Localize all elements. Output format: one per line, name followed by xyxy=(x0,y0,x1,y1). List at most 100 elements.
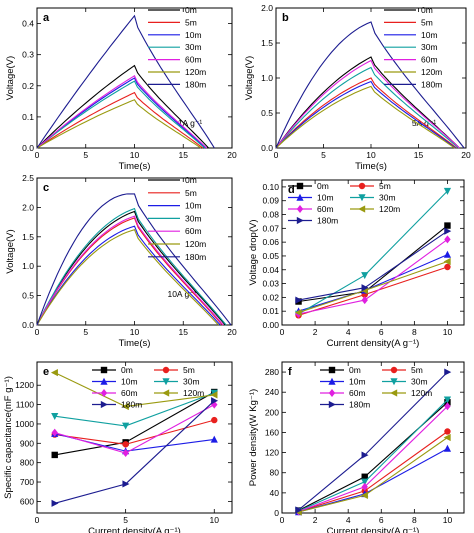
x-tick-label: 2 xyxy=(313,515,318,525)
legend-label-0m: 0m xyxy=(421,5,433,15)
legend-label-180m: 180m xyxy=(121,400,142,410)
legend-label-60m: 60m xyxy=(317,204,334,214)
chart-panel-c: 0 5 10 15 20 0.0 0.5 1.0 1.5 2.0 2.5 Time(s) Voltage… xyxy=(5,173,237,349)
legend-label-120m: 120m xyxy=(185,67,206,77)
x-tick-label: 15 xyxy=(179,150,189,160)
legend: 0m 5m 10m 30m 60m 120m 180m xyxy=(148,5,206,89)
series-line-5m xyxy=(298,266,448,316)
legend-label-180m: 180m xyxy=(421,79,442,89)
legend-label-120m: 120m xyxy=(411,388,432,398)
legend-label-10m: 10m xyxy=(421,30,438,40)
legend-marker-60m xyxy=(328,389,336,397)
y-tick-label: 2.0 xyxy=(261,3,273,13)
x-tick-label: 2 xyxy=(313,327,318,337)
legend-label-60m: 60m xyxy=(349,388,366,398)
data-point-180m xyxy=(361,284,369,292)
series-line-60m xyxy=(275,59,460,149)
x-tick-label: 20 xyxy=(227,150,237,160)
current-density-annotation: 10A g⁻¹ xyxy=(167,289,196,299)
y-axis-title: Voltage drop(V) xyxy=(248,219,259,285)
x-tick-label: 0 xyxy=(274,150,279,160)
series-60m xyxy=(275,59,460,149)
series-30m xyxy=(36,207,227,326)
y-tick-label: 1100 xyxy=(16,400,35,410)
legend-label-180m: 180m xyxy=(185,79,206,89)
legend-label-30m: 30m xyxy=(421,42,438,52)
series-line-60m xyxy=(36,75,207,149)
legend-label-0m: 0m xyxy=(121,365,133,375)
legend-label-120m: 120m xyxy=(185,239,206,249)
x-tick-label: 4 xyxy=(346,515,351,525)
series-line-180m xyxy=(54,400,215,504)
x-tick-label: 0 xyxy=(35,515,40,525)
x-tick-label: 0 xyxy=(35,327,40,337)
y-tick-label: 0.05 xyxy=(262,251,279,261)
x-tick-label: 5 xyxy=(83,327,88,337)
data-point-30m xyxy=(443,396,452,404)
x-tick-label: 6 xyxy=(379,515,384,525)
chart-panel-b: 0 5 10 15 20 0.0 0.5 1.0 1.5 2.0 Time(s) Voltage(V)… xyxy=(244,3,471,172)
series-line-60m xyxy=(36,215,224,326)
x-tick-label: 0 xyxy=(35,150,40,160)
y-tick-label: 2.0 xyxy=(22,202,34,212)
series-line-30m xyxy=(275,66,459,149)
x-tick-label: 0 xyxy=(280,515,285,525)
x-tick-label: 10 xyxy=(210,515,220,525)
data-point-180m xyxy=(295,296,303,304)
y-tick-label: 0.09 xyxy=(262,196,279,206)
x-tick-label: 15 xyxy=(414,150,424,160)
y-tick-label: 0.3 xyxy=(22,50,34,60)
y-tick-label: 0.5 xyxy=(261,108,273,118)
series-line-30m xyxy=(36,207,227,326)
series-180m xyxy=(51,397,219,507)
legend-label-5m: 5m xyxy=(185,188,197,198)
data-point-180m xyxy=(295,506,303,514)
series-0m xyxy=(36,64,210,149)
y-tick-label: 1.0 xyxy=(22,261,34,271)
legend-label-120m: 120m xyxy=(379,204,400,214)
legend-marker-5m xyxy=(358,182,366,190)
panel-letter: f xyxy=(288,366,292,378)
y-tick-label: 1200 xyxy=(15,380,34,390)
series-10m xyxy=(275,80,456,149)
y-tick-label: 0.04 xyxy=(262,265,279,275)
series-180m xyxy=(275,21,465,149)
series-120m xyxy=(275,85,455,149)
legend-label-0m: 0m xyxy=(185,175,197,185)
y-tick-label: 120 xyxy=(265,448,279,458)
series-line-0m xyxy=(298,225,448,303)
legend-label-60m: 60m xyxy=(185,226,202,236)
y-tick-label: 0.0 xyxy=(261,143,273,153)
y-tick-label: 0.00 xyxy=(262,320,279,330)
panel-letter: a xyxy=(43,12,50,24)
series-180m xyxy=(36,193,232,326)
legend-marker-30m xyxy=(162,378,170,386)
data-point-180m xyxy=(444,368,452,376)
y-axis-title: Power density(W Kg⁻¹) xyxy=(248,389,259,486)
y-tick-label: 0.03 xyxy=(262,279,279,289)
legend-label-120m: 120m xyxy=(421,67,442,77)
plot-frame xyxy=(36,361,233,514)
legend-marker-180m xyxy=(328,400,336,409)
data-point-120m xyxy=(294,308,302,317)
y-tick-label: 0.2 xyxy=(22,81,34,91)
legend: 0m 5m 10m 30m 60m 120m 180m xyxy=(384,5,442,89)
data-point-60m xyxy=(444,402,451,411)
legend: 0m 5m 10m 30m 60m 120m 180m xyxy=(288,181,400,226)
y-tick-label: 200 xyxy=(265,407,279,417)
legend-label-5m: 5m xyxy=(379,181,391,191)
x-tick-label: 10 xyxy=(130,150,140,160)
data-point-10m xyxy=(443,444,452,452)
legend-label-0m: 0m xyxy=(185,5,197,15)
series-line-120m xyxy=(36,99,202,149)
x-axis-title: Time(s) xyxy=(119,338,151,349)
y-axis-title: Voltage(V) xyxy=(5,229,16,273)
x-tick-label: 20 xyxy=(227,327,237,337)
legend-label-5m: 5m xyxy=(183,365,195,375)
series-30m xyxy=(275,66,459,149)
series-0m xyxy=(295,399,451,514)
series-120m xyxy=(50,369,218,411)
y-tick-label: 0.01 xyxy=(262,306,279,316)
legend: 0m 5m 10m 30m 60m 120m 180m xyxy=(148,175,206,262)
series-120m xyxy=(36,229,219,326)
